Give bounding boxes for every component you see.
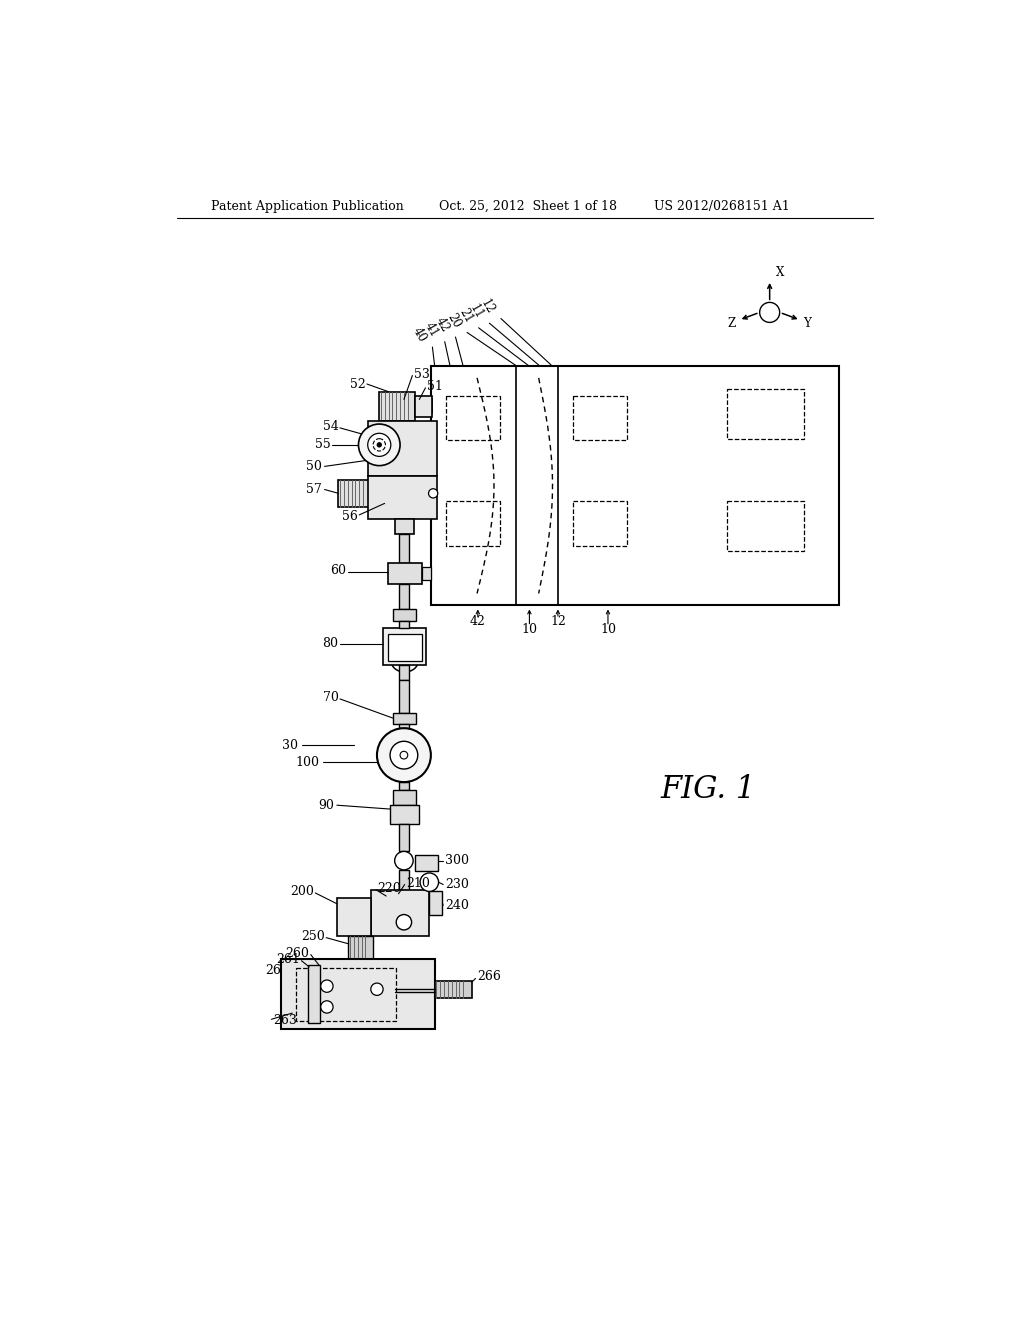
Bar [383, 628, 426, 665]
Bar [573, 396, 628, 441]
Bar [573, 502, 628, 545]
Text: 51: 51 [427, 380, 443, 393]
Circle shape [371, 983, 383, 995]
Bar [371, 890, 429, 936]
Bar [446, 502, 500, 545]
Bar [398, 665, 410, 681]
Text: 53: 53 [414, 367, 430, 380]
Circle shape [394, 851, 413, 870]
Circle shape [377, 442, 382, 447]
Bar [727, 502, 804, 552]
Text: 26: 26 [265, 964, 281, 977]
Text: 41: 41 [422, 319, 441, 339]
Text: 210: 210 [407, 878, 430, 890]
Bar [398, 725, 410, 729]
Circle shape [321, 979, 333, 993]
Text: 57: 57 [306, 483, 322, 496]
Bar [398, 781, 410, 789]
Bar [398, 585, 410, 609]
Text: 42: 42 [433, 315, 452, 335]
Text: 261: 261 [276, 953, 300, 966]
Bar [390, 805, 419, 825]
Bar [415, 855, 438, 871]
Text: 30: 30 [283, 739, 298, 751]
Bar [393, 713, 416, 725]
Bar [398, 622, 410, 628]
Text: 300: 300 [444, 854, 469, 867]
Circle shape [396, 915, 412, 929]
Bar [431, 367, 839, 605]
Bar [429, 891, 442, 915]
Circle shape [377, 729, 431, 781]
Text: 10: 10 [521, 623, 538, 636]
Bar [281, 960, 435, 1028]
Text: FIG. 1: FIG. 1 [660, 775, 756, 805]
Text: 10: 10 [600, 623, 616, 636]
Circle shape [760, 302, 779, 322]
Text: Oct. 25, 2012  Sheet 1 of 18: Oct. 25, 2012 Sheet 1 of 18 [438, 199, 616, 213]
Text: 52: 52 [349, 378, 366, 391]
Circle shape [400, 751, 408, 759]
Text: 20: 20 [444, 310, 463, 330]
Text: 250: 250 [301, 929, 325, 942]
Text: 266: 266 [477, 970, 501, 982]
Circle shape [321, 1001, 333, 1014]
Text: 70: 70 [323, 690, 339, 704]
Text: 11: 11 [467, 301, 485, 321]
Bar [337, 898, 371, 936]
Bar [307, 965, 319, 1023]
Text: 12: 12 [478, 297, 497, 317]
Bar [446, 396, 500, 441]
Text: 100: 100 [295, 755, 319, 768]
Bar [393, 789, 416, 805]
Bar [296, 969, 396, 1020]
Bar [393, 609, 416, 622]
Bar [415, 396, 432, 417]
Bar [388, 562, 422, 585]
Text: 50: 50 [305, 459, 322, 473]
Text: 90: 90 [318, 799, 335, 812]
Text: Y: Y [804, 317, 811, 330]
Text: 240: 240 [444, 899, 469, 912]
Text: 12: 12 [550, 615, 566, 628]
Bar [398, 681, 410, 713]
Bar [368, 477, 437, 519]
Text: 42: 42 [470, 615, 485, 628]
Text: 200: 200 [290, 884, 313, 898]
Bar [398, 870, 410, 890]
Bar [348, 936, 373, 960]
Text: X: X [776, 265, 784, 279]
Bar [379, 392, 415, 421]
Text: Patent Application Publication: Patent Application Publication [211, 199, 404, 213]
Circle shape [358, 424, 400, 466]
Text: 55: 55 [315, 438, 331, 451]
Bar [727, 389, 804, 440]
Text: US 2012/0268151 A1: US 2012/0268151 A1 [654, 199, 790, 213]
Bar [415, 400, 432, 413]
Bar [422, 568, 431, 579]
Bar [395, 519, 414, 535]
Text: 40: 40 [410, 325, 429, 345]
Bar [398, 535, 410, 562]
Text: 56: 56 [342, 510, 357, 523]
Text: 263: 263 [273, 1014, 297, 1027]
Circle shape [420, 873, 438, 891]
Text: 230: 230 [444, 878, 469, 891]
Circle shape [390, 742, 418, 770]
Bar [398, 825, 410, 851]
Bar [368, 421, 437, 477]
Text: 260: 260 [286, 946, 309, 960]
Bar [388, 635, 422, 661]
Text: Z: Z [728, 317, 736, 330]
Circle shape [368, 433, 391, 457]
Text: 220: 220 [377, 882, 400, 895]
Circle shape [373, 438, 385, 451]
Text: 80: 80 [323, 638, 339, 649]
Circle shape [429, 488, 438, 498]
Text: 21: 21 [456, 306, 475, 326]
Text: 60: 60 [330, 564, 346, 577]
Text: 54: 54 [323, 420, 339, 433]
Bar [435, 981, 472, 998]
Bar [339, 480, 370, 507]
